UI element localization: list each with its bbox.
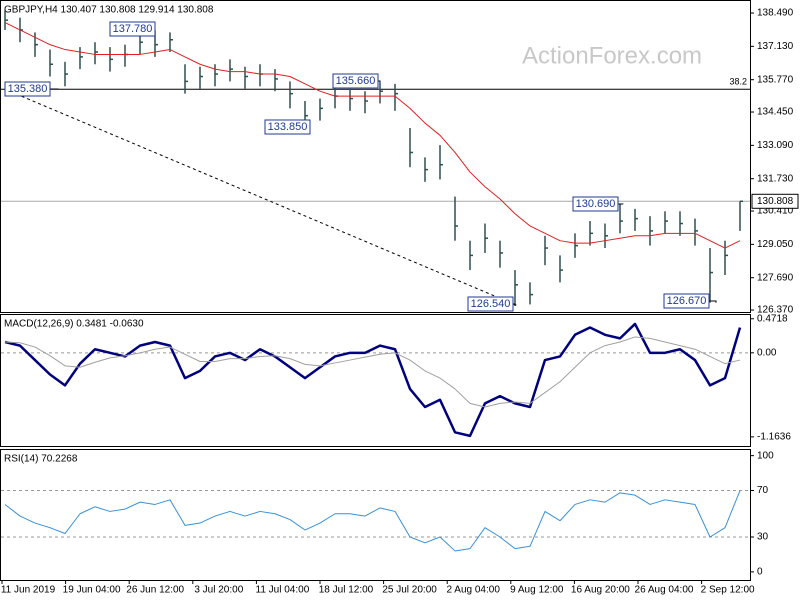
time-label: 3 Jul 20:00: [194, 585, 243, 596]
y-tick-label: 130.410: [757, 206, 794, 217]
y-tick-label: 0: [757, 567, 763, 578]
annotation-box: [663, 293, 710, 309]
time-label: 2 Sep 12:00: [701, 585, 755, 596]
time-label: 26 Aug 04:00: [635, 585, 694, 596]
panel-title: MACD(12,26,9) 0.3481 -0.0630: [4, 319, 144, 330]
time-label: 9 Aug 12:00: [510, 585, 564, 596]
panel-frame: [0, 0, 751, 313]
time-label: 11 Jun 2019: [1, 585, 56, 596]
y-tick-label: 131.730: [757, 173, 794, 184]
y-tick-label: 127.690: [757, 272, 794, 283]
time-label: 19 Jun 04:00: [63, 585, 121, 596]
time-label: 11 Jul 04:00: [256, 585, 310, 596]
annotation-label: 135.380: [8, 83, 48, 95]
annotation-label: 137.780: [113, 23, 153, 35]
y-tick-label: 0.4718: [757, 313, 788, 324]
annotation-label: 126.540: [471, 298, 511, 310]
annotation-box: [467, 296, 514, 312]
last-price-label: 130.808: [757, 196, 794, 207]
moving-average: [4, 22, 741, 249]
y-tick-label: 133.090: [757, 140, 794, 151]
y-tick-label: 126.370: [757, 305, 794, 316]
annotation-label: 126.670: [667, 295, 707, 307]
annotation-box: [109, 21, 156, 37]
annotation-leader: [378, 80, 381, 83]
y-tick-label: 134.450: [757, 107, 794, 118]
annotation-box: [572, 196, 619, 212]
time-label: 26 Jun 12:00: [126, 585, 184, 596]
y-tick-label: 129.050: [757, 239, 794, 250]
annotation-box: [332, 73, 379, 89]
fib-ratio: 38.2: [729, 77, 747, 87]
trendline: [4, 88, 519, 307]
y-tick-label: 135.770: [757, 74, 794, 85]
time-label: 18 Jul 12:00: [319, 585, 374, 596]
annotation-label: 133.850: [268, 121, 308, 133]
annotation-box: [264, 119, 311, 135]
indicator-line: [4, 490, 741, 552]
indicator-line: [4, 322, 742, 438]
y-tick-label: 100: [757, 450, 774, 461]
panel-frame: [0, 314, 751, 447]
annotation-leader: [513, 303, 516, 306]
y-tick-label: 138.490: [757, 8, 794, 19]
time-label: 2 Aug 04:00: [447, 585, 501, 596]
annotation-label: 135.660: [336, 75, 376, 87]
panel-frame: [0, 449, 751, 581]
time-label: 16 Aug 20:00: [571, 585, 630, 596]
panel-title: RSI(14) 70.2268: [4, 454, 78, 465]
time-label: 25 Jul 20:00: [382, 585, 437, 596]
y-tick-label: -1.1636: [757, 432, 791, 443]
y-tick-label: 70: [757, 485, 769, 496]
last-price-box: [751, 193, 799, 209]
y-tick-label: 30: [757, 532, 769, 543]
y-tick-label: 137.130: [757, 41, 794, 52]
annotation-label: 130.690: [576, 198, 616, 210]
y-tick-label: 0.00: [757, 347, 777, 358]
watermark: ActionForex.com: [522, 42, 702, 69]
annotation-box: [4, 81, 51, 97]
panel-title: GBPJPY,H4 130.407 130.808 129.914 130.80…: [4, 5, 214, 16]
indicator-line: [4, 336, 741, 408]
annotation-leader: [709, 300, 717, 303]
